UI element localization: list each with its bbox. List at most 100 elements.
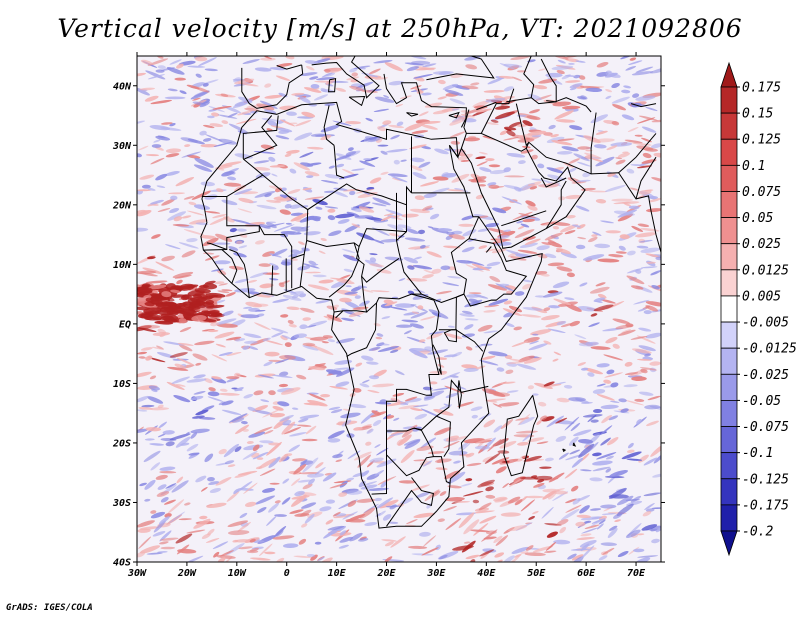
caspian-coastline	[523, 56, 557, 105]
country-border	[630, 103, 657, 108]
field-streak	[483, 536, 497, 540]
field-streak	[592, 452, 602, 457]
colorbar-swatch	[720, 138, 738, 166]
field-streak	[260, 57, 276, 61]
field-streak	[329, 386, 348, 390]
field-streak	[148, 385, 160, 391]
field-streak	[598, 519, 606, 525]
field-streak	[320, 179, 339, 184]
lon-label: 20W	[177, 568, 197, 579]
field-streak	[203, 124, 215, 129]
field-streak	[138, 407, 153, 410]
field-streak	[221, 409, 242, 416]
field-streak	[511, 340, 529, 347]
field-streak	[464, 107, 484, 115]
field-streak	[298, 538, 307, 545]
field-streak	[159, 333, 166, 338]
field-streak	[450, 140, 460, 145]
field-streak	[600, 437, 611, 446]
field-streak	[284, 56, 295, 60]
field-streak	[643, 457, 658, 466]
field-streak	[235, 424, 250, 435]
field-streak	[258, 458, 277, 470]
field-streak	[630, 335, 648, 340]
field-streak	[219, 392, 240, 396]
field-streak	[164, 499, 176, 505]
field-streak	[361, 355, 374, 361]
country-border	[413, 427, 434, 457]
field-streak	[388, 306, 408, 311]
field-streak	[344, 291, 358, 295]
field-streak	[176, 544, 190, 555]
field-streak	[391, 176, 408, 183]
colorbar-label: 0.15	[742, 107, 773, 122]
field-streak	[565, 454, 583, 461]
field-streak	[573, 429, 592, 437]
field-streak	[347, 147, 354, 152]
field-streak	[468, 292, 482, 295]
field-streak	[369, 263, 385, 267]
field-streak	[495, 535, 508, 547]
field-streak	[224, 460, 235, 465]
field-streak	[147, 396, 164, 404]
field-streak	[541, 241, 552, 246]
field-streak	[171, 376, 190, 384]
field-streak	[449, 131, 466, 138]
field-streak	[200, 181, 215, 187]
field-streak	[499, 440, 517, 449]
field-streak	[343, 254, 358, 262]
field-streak	[262, 251, 275, 257]
field-streak	[219, 388, 228, 392]
country-border	[455, 297, 457, 330]
field-streak	[369, 457, 384, 463]
country-border	[371, 431, 387, 495]
field-streak	[291, 92, 305, 96]
iberia-coastline	[241, 64, 304, 109]
field-streak	[631, 348, 652, 354]
field-streak	[389, 349, 399, 353]
field-streak	[404, 122, 425, 131]
field-streak	[460, 113, 475, 118]
field-streak	[253, 166, 271, 171]
field-streak	[283, 426, 302, 435]
field-streak	[175, 436, 191, 448]
field-streak	[423, 535, 437, 547]
field-streak	[421, 63, 437, 68]
field-streak	[192, 97, 201, 101]
field-streak	[407, 265, 415, 270]
field-streak	[313, 94, 329, 101]
field-streak	[435, 298, 442, 303]
field-streak	[377, 144, 389, 147]
field-streak	[194, 288, 211, 294]
field-streak	[356, 232, 375, 241]
field-streak	[211, 354, 228, 362]
field-streak	[432, 110, 449, 115]
field-streak	[137, 311, 143, 315]
field-streak	[531, 154, 538, 160]
field-streak	[304, 60, 318, 65]
field-streak	[587, 236, 598, 243]
field-streak	[638, 327, 652, 332]
field-streak	[301, 111, 316, 118]
field-streak	[279, 280, 291, 285]
field-streak	[220, 161, 242, 167]
field-streak	[392, 393, 405, 397]
field-streak	[536, 420, 542, 425]
field-streak	[228, 265, 244, 270]
field-streak	[423, 192, 437, 199]
field-streak	[336, 279, 355, 285]
field-streak	[215, 462, 228, 466]
field-streak	[145, 427, 161, 432]
field-streak	[545, 541, 557, 551]
colorbar-swatch	[720, 452, 738, 480]
field-streak	[390, 536, 406, 548]
field-streak	[204, 68, 218, 72]
field-streak	[649, 195, 658, 200]
field-streak	[543, 381, 555, 387]
field-streak	[351, 168, 365, 171]
field-streak	[482, 456, 494, 463]
field-streak	[345, 120, 361, 125]
field-streak	[527, 385, 534, 390]
field-streak	[642, 510, 652, 517]
field-streak	[226, 491, 240, 502]
